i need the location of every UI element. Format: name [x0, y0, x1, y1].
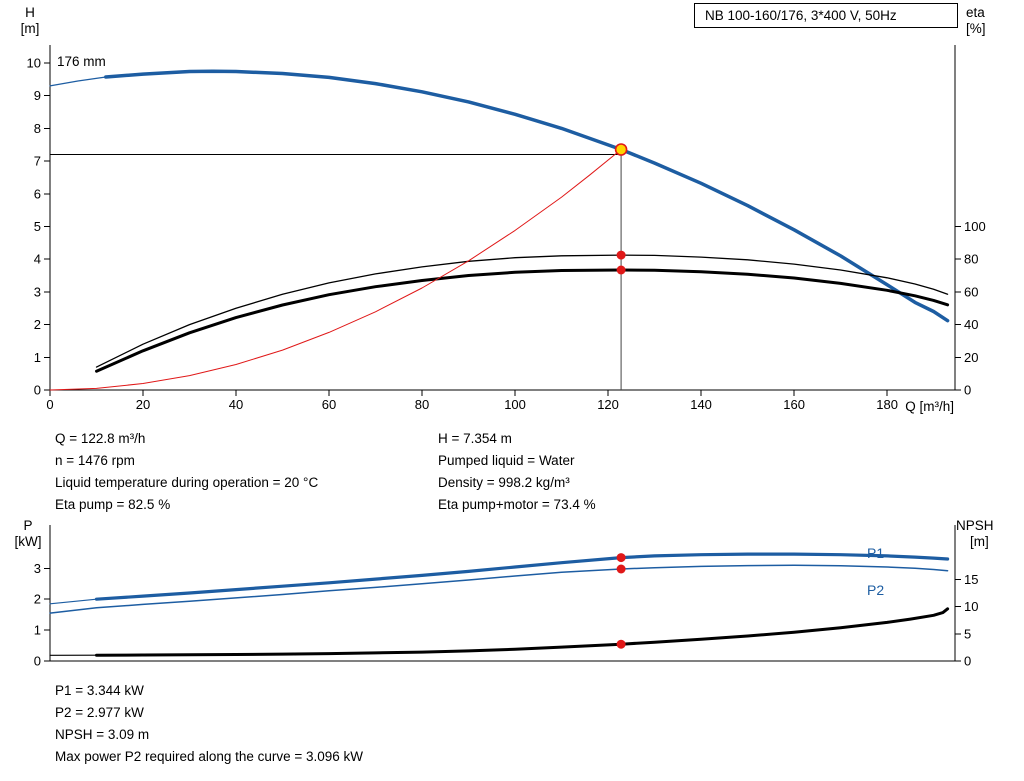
svg-text:100: 100	[964, 219, 986, 234]
svg-text:180: 180	[876, 397, 898, 412]
info-speed: n = 1476 rpm	[55, 453, 135, 468]
power-axis-label: P [kW]	[8, 518, 48, 550]
result-p1: P1 = 3.344 kW	[55, 683, 144, 698]
svg-text:15: 15	[964, 572, 978, 587]
curve-npsh	[95, 607, 950, 657]
svg-text:0: 0	[964, 654, 971, 669]
info-eta-pump: Eta pump = 82.5 %	[55, 497, 171, 512]
operating-point-eta-pump-motor	[616, 265, 626, 275]
svg-text:6: 6	[34, 186, 41, 201]
info-flow: Q = 122.8 m³/h	[55, 431, 146, 446]
svg-text:1: 1	[34, 350, 41, 365]
svg-text:60: 60	[964, 284, 978, 299]
svg-text:20: 20	[136, 397, 150, 412]
results-block: P1 = 3.344 kW P2 = 2.977 kW NPSH = 3.09 …	[55, 680, 363, 768]
operating-point-eta-pump	[616, 250, 626, 260]
head-axis-label: H [m]	[10, 5, 50, 37]
svg-text:80: 80	[415, 397, 429, 412]
eta-axis-label: eta [%]	[966, 5, 986, 37]
svg-text:5: 5	[964, 626, 971, 641]
svg-text:3: 3	[34, 561, 41, 576]
svg-text:120: 120	[597, 397, 619, 412]
axis-unit: [%]	[966, 21, 986, 36]
axis-name: NPSH	[956, 518, 994, 533]
svg-text:20: 20	[964, 350, 978, 365]
svg-text:140: 140	[690, 397, 712, 412]
svg-text:60: 60	[322, 397, 336, 412]
curve-head-176mm-leadin	[49, 76, 107, 87]
operating-point-npsh	[616, 639, 626, 649]
axis-name: H	[25, 5, 35, 20]
info-head: H = 7.354 m	[438, 431, 512, 446]
npsh-axis-label: NPSH [m]	[956, 518, 994, 550]
svg-text:9: 9	[34, 88, 41, 103]
flow-axis-label: Q [m³/h]	[905, 399, 954, 414]
duty-point-marker[interactable]	[614, 143, 628, 156]
svg-text:40: 40	[229, 397, 243, 412]
p2-curve-label: P2	[867, 582, 885, 598]
svg-text:40: 40	[964, 317, 978, 332]
svg-text:7: 7	[34, 154, 41, 169]
svg-text:0: 0	[34, 383, 41, 398]
result-p2: P2 = 2.977 kW	[55, 705, 144, 720]
p1-curve-label: P1	[867, 545, 885, 561]
svg-text:160: 160	[783, 397, 805, 412]
info-liquid-temperature: Liquid temperature during operation = 20…	[55, 475, 319, 490]
svg-text:0: 0	[46, 397, 53, 412]
axis-unit: [m]	[970, 534, 989, 549]
svg-text:10: 10	[964, 599, 978, 614]
curve-eta-pump	[95, 254, 949, 368]
impeller-diameter-label: 176 mm	[57, 54, 106, 69]
svg-text:3: 3	[34, 284, 41, 299]
svg-text:10: 10	[27, 55, 41, 70]
duty-info-right-column: H = 7.354 m Pumped liquid = Water Densit…	[438, 428, 596, 516]
info-eta-pump-motor: Eta pump+motor = 73.4 %	[438, 497, 596, 512]
axis-unit: [kW]	[14, 534, 42, 549]
result-npsh: NPSH = 3.09 m	[55, 727, 150, 742]
svg-text:2: 2	[34, 592, 41, 607]
curve-head-176mm	[104, 69, 950, 323]
svg-text:4: 4	[34, 252, 41, 267]
svg-text:8: 8	[34, 121, 41, 136]
pump-model-title: NB 100-160/176, 3*400 V, 50Hz	[694, 3, 958, 28]
axis-name: P	[23, 518, 33, 533]
svg-text:1: 1	[34, 623, 41, 638]
power-npsh-plot: 0 1 2 3 0 5 10 15	[34, 525, 978, 669]
axis-unit: [m]	[20, 21, 40, 36]
curve-p1-leadin	[49, 598, 98, 605]
svg-text:2: 2	[34, 317, 41, 332]
info-pumped-liquid: Pumped liquid = Water	[438, 453, 575, 468]
curve-system-curve	[49, 149, 622, 391]
axis-name: eta	[966, 5, 985, 20]
svg-text:5: 5	[34, 219, 41, 234]
svg-text:0: 0	[964, 383, 971, 398]
curve-eta-pump-motor	[95, 268, 950, 373]
svg-text:100: 100	[504, 397, 526, 412]
svg-text:80: 80	[964, 252, 978, 267]
svg-text:0: 0	[34, 654, 41, 669]
power-npsh-axes	[44, 525, 961, 662]
operating-point-p2	[616, 564, 626, 574]
info-density: Density = 998.2 kg/m³	[438, 475, 570, 490]
duty-info-left-column: Q = 122.8 m³/h n = 1476 rpm Liquid tempe…	[55, 428, 318, 516]
operating-point-p1	[616, 553, 626, 563]
curve-p2-power	[49, 564, 949, 614]
hq-axes	[44, 45, 961, 396]
curve-p1-power	[94, 552, 950, 601]
result-max-power: Max power P2 required along the curve = …	[55, 749, 364, 764]
